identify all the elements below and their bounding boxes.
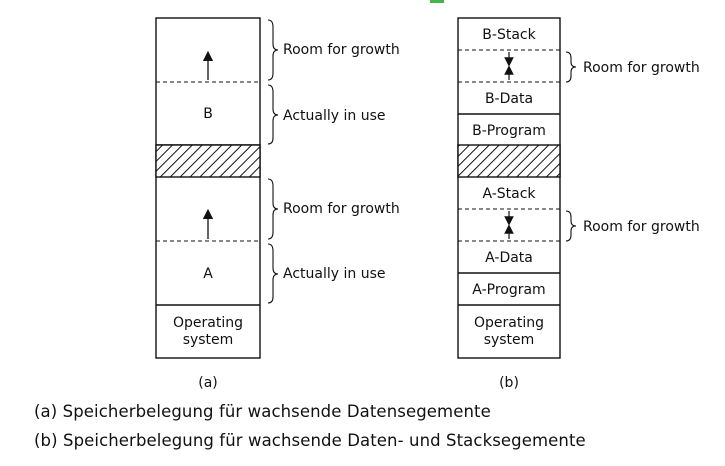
brace-label-room-growth-a: Room for growth: [283, 201, 400, 217]
diagram-b: B-Stack B-Data B-Program A-Stack A-Data …: [457, 17, 700, 391]
diagram-a: B A Operating system Room for growth Act…: [155, 17, 400, 391]
brace: [565, 51, 577, 83]
brace: [267, 84, 279, 145]
brace: [267, 19, 279, 81]
region-b-label: B: [203, 106, 213, 122]
os-label-line1: Operating: [474, 315, 544, 331]
diagram-a-frame: [155, 17, 261, 359]
os-label-line1: Operating: [173, 315, 243, 331]
os-label-line2: system: [484, 332, 535, 348]
brace: [267, 178, 279, 240]
brace-label-in-use-a: Actually in use: [283, 266, 385, 282]
brace-label-room-growth-b: Room for growth: [583, 60, 700, 76]
region-hatched: [155, 144, 261, 178]
region-a-data: A-Data: [485, 250, 533, 266]
region-hatched: [457, 144, 561, 178]
region-a-label: A: [203, 266, 213, 282]
caption-a: (a) Speicherbelegung für wachsende Daten…: [34, 402, 491, 421]
os-label-line2: system: [183, 332, 234, 348]
region-a-stack: A-Stack: [482, 186, 536, 202]
caption-b: (b) Speicherbelegung für wachsende Daten…: [34, 431, 586, 450]
diagram-b-frame: [457, 17, 561, 359]
diagram-a-label: (a): [198, 375, 218, 391]
brace-label-room-growth-b: Room for growth: [283, 42, 400, 58]
brace-label-room-growth-a: Room for growth: [583, 219, 700, 235]
accent-mark: [430, 0, 444, 3]
region-b-stack: B-Stack: [482, 27, 536, 43]
brace: [565, 210, 577, 242]
region-b-program: B-Program: [472, 123, 546, 139]
brace-label-in-use-b: Actually in use: [283, 108, 385, 124]
region-b-data: B-Data: [485, 91, 533, 107]
brace: [267, 243, 279, 304]
diagram-b-label: (b): [499, 375, 519, 391]
region-a-program: A-Program: [472, 282, 545, 298]
memory-diagram: B A Operating system Room for growth Act…: [155, 17, 700, 391]
